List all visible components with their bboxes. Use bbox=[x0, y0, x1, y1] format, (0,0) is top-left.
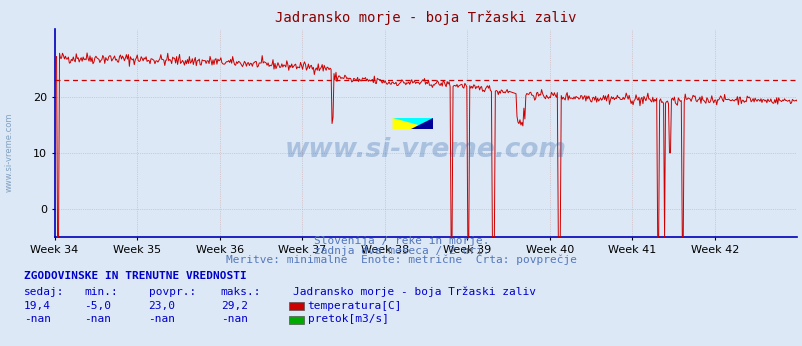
Text: www.si-vreme.com: www.si-vreme.com bbox=[285, 137, 566, 163]
Polygon shape bbox=[392, 118, 433, 129]
Text: -5,0: -5,0 bbox=[84, 301, 111, 311]
Text: temperatura[C]: temperatura[C] bbox=[307, 301, 402, 311]
Text: Slovenija / reke in morje.: Slovenija / reke in morje. bbox=[314, 236, 488, 246]
Text: -nan: -nan bbox=[24, 315, 51, 325]
Text: povpr.:: povpr.: bbox=[148, 287, 196, 297]
Text: pretok[m3/s]: pretok[m3/s] bbox=[307, 315, 388, 325]
Text: 19,4: 19,4 bbox=[24, 301, 51, 311]
Text: min.:: min.: bbox=[84, 287, 118, 297]
Text: 29,2: 29,2 bbox=[221, 301, 248, 311]
Text: Jadransko morje - boja Tržaski zaliv: Jadransko morje - boja Tržaski zaliv bbox=[293, 286, 536, 297]
Text: maks.:: maks.: bbox=[221, 287, 261, 297]
Text: zadnja dva meseca / 2 uri.: zadnja dva meseca / 2 uri. bbox=[314, 246, 488, 256]
Text: -nan: -nan bbox=[221, 315, 248, 325]
Text: -nan: -nan bbox=[148, 315, 176, 325]
Polygon shape bbox=[392, 118, 433, 129]
Text: -nan: -nan bbox=[84, 315, 111, 325]
Text: sedaj:: sedaj: bbox=[24, 287, 64, 297]
Text: ZGODOVINSKE IN TRENUTNE VREDNOSTI: ZGODOVINSKE IN TRENUTNE VREDNOSTI bbox=[24, 271, 246, 281]
Polygon shape bbox=[411, 118, 433, 129]
Title: Jadransko morje - boja Tržaski zaliv: Jadransko morje - boja Tržaski zaliv bbox=[275, 11, 576, 26]
Text: Meritve: minimalne  Enote: metrične  Črta: povprečje: Meritve: minimalne Enote: metrične Črta:… bbox=[225, 253, 577, 265]
Text: 23,0: 23,0 bbox=[148, 301, 176, 311]
Text: www.si-vreme.com: www.si-vreme.com bbox=[5, 112, 14, 192]
